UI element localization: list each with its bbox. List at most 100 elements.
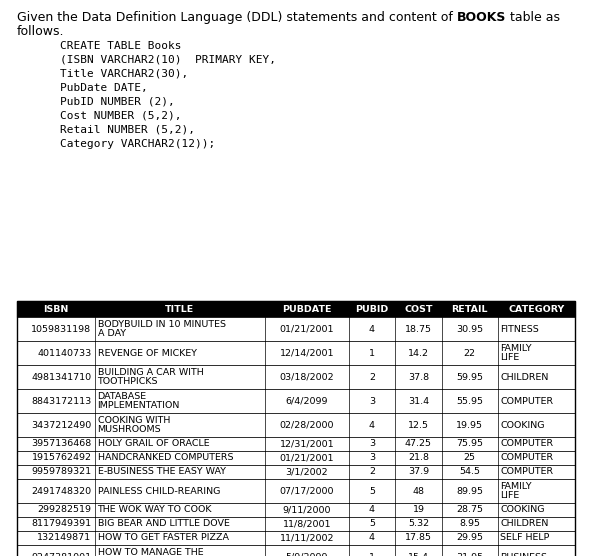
Text: 8.95: 8.95 [459,519,480,529]
Text: BIG BEAR AND LITTLE DOVE: BIG BEAR AND LITTLE DOVE [98,519,229,529]
Text: 6/4/2099: 6/4/2099 [285,396,328,405]
Text: SELF HELP: SELF HELP [500,534,550,543]
Text: 4: 4 [369,505,375,514]
Text: PubDate DATE,: PubDate DATE, [60,83,148,93]
Bar [17,413,575,437]
Text: 02/28/2000: 02/28/2000 [279,420,334,429]
Text: 48: 48 [413,486,424,495]
Text: 89.95: 89.95 [456,486,483,495]
Text: IMPLEMENTATION: IMPLEMENTATION [98,401,180,410]
Text: 11/8/2001: 11/8/2001 [282,519,331,529]
Bar [17,531,575,545]
Text: COOKING: COOKING [500,420,545,429]
Text: 17.85: 17.85 [405,534,432,543]
Text: DATABASE: DATABASE [98,392,147,401]
Text: 14.2: 14.2 [408,349,429,358]
Text: MUSHROOMS: MUSHROOMS [98,425,161,434]
Text: 75.95: 75.95 [456,439,483,449]
Text: TOOTHPICKS: TOOTHPICKS [98,378,158,386]
Text: 12/14/2001: 12/14/2001 [279,349,334,358]
Text: 1915762492: 1915762492 [31,454,92,463]
Text: 401140733: 401140733 [37,349,92,358]
Text: E-BUSINESS THE EASY WAY: E-BUSINESS THE EASY WAY [98,468,226,476]
Text: COMPUTER: COMPUTER [500,454,554,463]
Text: HOW TO MANAGE THE: HOW TO MANAGE THE [98,548,203,556]
Text: A DAY: A DAY [98,329,126,338]
Text: 5: 5 [369,486,375,495]
Text: PUBDATE: PUBDATE [282,305,332,314]
Text: 12.5: 12.5 [408,420,429,429]
Bar [17,437,575,451]
Text: 9/11/2000: 9/11/2000 [282,505,331,514]
Text: 4: 4 [369,534,375,543]
Text: TITLE: TITLE [165,305,194,314]
Text: 54.5: 54.5 [459,468,480,476]
Text: 29.95: 29.95 [456,534,483,543]
Text: 3437212490: 3437212490 [31,420,92,429]
Text: table as: table as [506,11,560,24]
Bar [17,317,575,341]
Text: Title VARCHAR2(30),: Title VARCHAR2(30), [60,69,188,79]
Text: 18.75: 18.75 [405,325,432,334]
Text: 59.95: 59.95 [456,373,483,381]
Text: FAMILY: FAMILY [500,481,532,491]
Text: COOKING: COOKING [500,505,545,514]
Text: 4: 4 [369,325,375,334]
Text: FITNESS: FITNESS [500,325,539,334]
Text: HANDCRANKED COMPUTERS: HANDCRANKED COMPUTERS [98,454,233,463]
Text: 5: 5 [369,519,375,529]
Text: 19: 19 [413,505,424,514]
Text: 3957136468: 3957136468 [31,439,92,449]
Text: 9959789321: 9959789321 [31,468,92,476]
Text: 31.95: 31.95 [456,553,483,556]
Text: (ISBN VARCHAR2(10)  PRIMARY KEY,: (ISBN VARCHAR2(10) PRIMARY KEY, [60,55,276,65]
Text: 1059831198: 1059831198 [31,325,92,334]
Bar [17,301,575,317]
Bar [17,545,575,556]
Bar [17,503,575,517]
Text: 299282519: 299282519 [37,505,92,514]
Text: Category VARCHAR2(12));: Category VARCHAR2(12)); [60,139,215,149]
Text: COMPUTER: COMPUTER [500,396,554,405]
Bar [17,465,575,479]
Text: THE WOK WAY TO COOK: THE WOK WAY TO COOK [98,505,212,514]
Text: 4: 4 [369,420,375,429]
Text: 2: 2 [369,373,375,381]
Text: RETAIL: RETAIL [451,305,488,314]
Text: HOW TO GET FASTER PIZZA: HOW TO GET FASTER PIZZA [98,534,229,543]
Text: 15.4: 15.4 [408,553,429,556]
Text: 37.9: 37.9 [408,468,429,476]
Text: 01/21/2001: 01/21/2001 [279,454,334,463]
Text: BOOKS: BOOKS [457,11,506,24]
Text: 31.4: 31.4 [408,396,429,405]
Text: 47.25: 47.25 [405,439,432,449]
Text: 2: 2 [369,468,375,476]
Text: COMPUTER: COMPUTER [500,468,554,476]
Text: 11/11/2002: 11/11/2002 [279,534,334,543]
Text: 19.95: 19.95 [456,420,483,429]
Text: 55.95: 55.95 [456,396,483,405]
Text: 9247381001: 9247381001 [31,553,92,556]
Text: 5.32: 5.32 [408,519,429,529]
Text: BODYBUILD IN 10 MINUTES: BODYBUILD IN 10 MINUTES [98,320,226,329]
Text: PUBID: PUBID [355,305,388,314]
Text: 5/9/2099: 5/9/2099 [285,553,328,556]
Text: Cost NUMBER (5,2),: Cost NUMBER (5,2), [60,111,182,121]
Bar [17,301,575,556]
Text: FAMILY: FAMILY [500,344,532,353]
Text: 8117949391: 8117949391 [31,519,92,529]
Text: BUILDING A CAR WITH: BUILDING A CAR WITH [98,368,203,377]
Bar [17,451,575,465]
Text: 22: 22 [464,349,475,358]
Text: 12/31/2001: 12/31/2001 [279,439,334,449]
Text: ISBN: ISBN [43,305,69,314]
Text: COOKING WITH: COOKING WITH [98,416,170,425]
Text: 03/18/2002: 03/18/2002 [279,373,334,381]
Text: CREATE TABLE Books: CREATE TABLE Books [60,41,182,51]
Text: 21.8: 21.8 [408,454,429,463]
Text: 1: 1 [369,553,375,556]
Text: 30.95: 30.95 [456,325,483,334]
Text: CHILDREN: CHILDREN [500,373,549,381]
Text: 28.75: 28.75 [456,505,483,514]
Text: 1: 1 [369,349,375,358]
